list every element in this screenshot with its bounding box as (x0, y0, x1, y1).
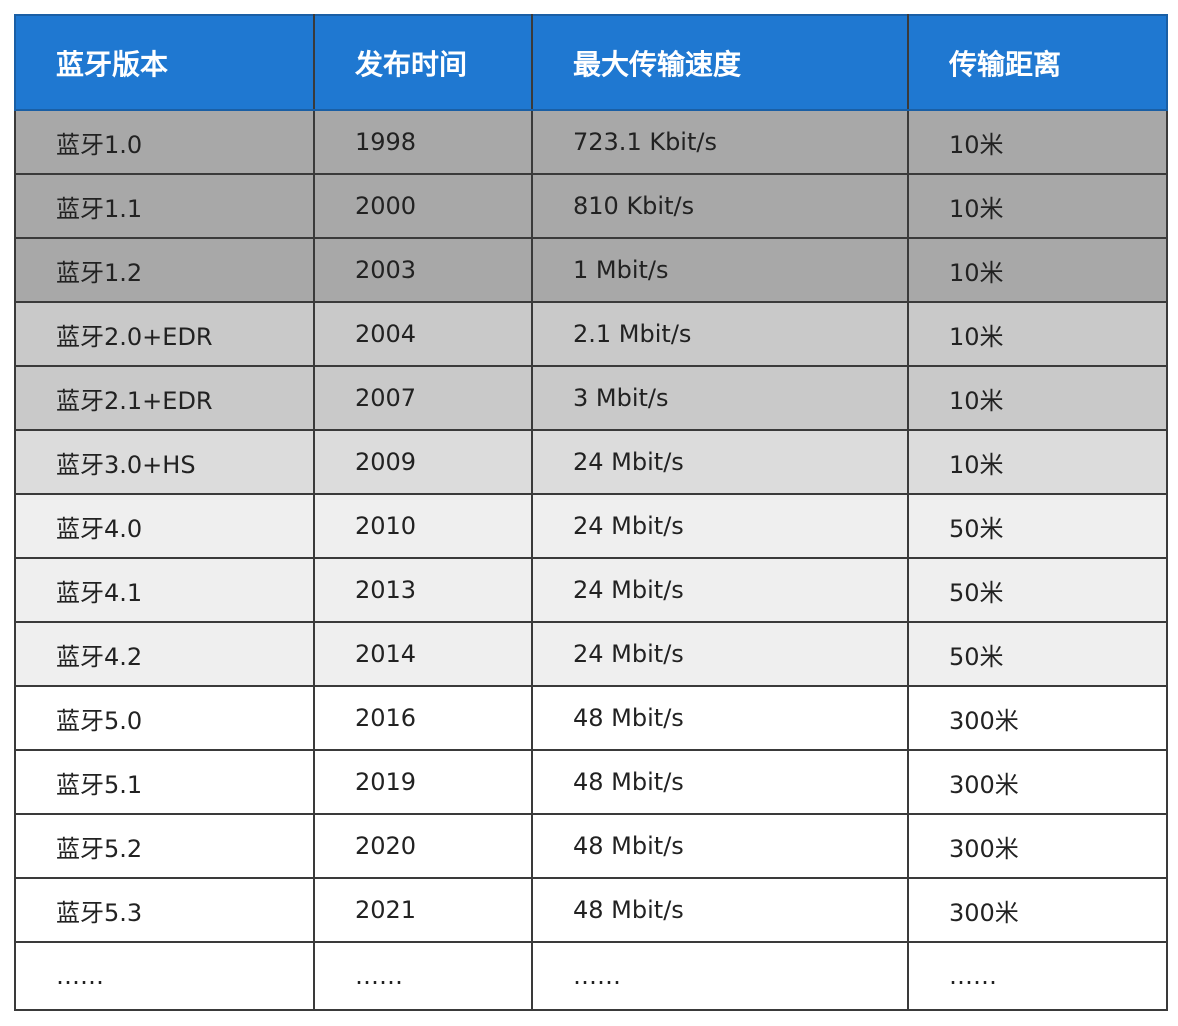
table-cell: 2009 (313, 429, 533, 495)
table-cell: 10米 (907, 173, 1168, 239)
table-cell: 10米 (907, 429, 1168, 495)
table-row: 蓝牙4.2 2014 24 Mbit/s 50米 (14, 621, 1168, 687)
table-header: 蓝牙版本 发布时间 最大传输速度 传输距离 (14, 14, 1168, 111)
table-cell: 723.1 Kbit/s (531, 109, 909, 175)
table-cell: 2016 (313, 685, 533, 751)
table-row: 蓝牙5.0 2016 48 Mbit/s 300米 (14, 685, 1168, 751)
table-cell: 蓝牙4.0 (14, 493, 315, 559)
header-cell: 传输距离 (907, 14, 1168, 111)
table-cell: 48 Mbit/s (531, 877, 909, 943)
table-cell: 2000 (313, 173, 533, 239)
table-row: 蓝牙4.0 2010 24 Mbit/s 50米 (14, 493, 1168, 559)
table-cell: 24 Mbit/s (531, 429, 909, 495)
table-cell: 48 Mbit/s (531, 749, 909, 815)
header-cell: 蓝牙版本 (14, 14, 315, 111)
table-cell: 50米 (907, 493, 1168, 559)
table-cell: 蓝牙2.1+EDR (14, 365, 315, 431)
table-row: 蓝牙5.2 2020 48 Mbit/s 300米 (14, 813, 1168, 879)
table-cell: 2014 (313, 621, 533, 687)
table-cell: 蓝牙1.2 (14, 237, 315, 303)
table-cell: 50米 (907, 621, 1168, 687)
table-cell: 3 Mbit/s (531, 365, 909, 431)
table-row: 蓝牙1.0 1998 723.1 Kbit/s 10米 (14, 109, 1168, 175)
table-row: 蓝牙5.3 2021 48 Mbit/s 300米 (14, 877, 1168, 943)
table-cell: 48 Mbit/s (531, 685, 909, 751)
table-cell: 300米 (907, 749, 1168, 815)
table-cell: 蓝牙4.1 (14, 557, 315, 623)
table-row: 蓝牙5.1 2019 48 Mbit/s 300米 (14, 749, 1168, 815)
table-row: 蓝牙1.2 2003 1 Mbit/s 10米 (14, 237, 1168, 303)
table-cell: 24 Mbit/s (531, 557, 909, 623)
table-cell: 10米 (907, 301, 1168, 367)
table-cell: 2019 (313, 749, 533, 815)
table-cell: 蓝牙5.2 (14, 813, 315, 879)
table-cell: 蓝牙4.2 (14, 621, 315, 687)
table-row: 蓝牙1.1 2000 810 Kbit/s 10米 (14, 173, 1168, 239)
table-cell: 24 Mbit/s (531, 621, 909, 687)
table-cell: 2.1 Mbit/s (531, 301, 909, 367)
table-cell: 2010 (313, 493, 533, 559)
table-cell: 2003 (313, 237, 533, 303)
table-cell: 2004 (313, 301, 533, 367)
table-body: 蓝牙1.0 1998 723.1 Kbit/s 10米 蓝牙1.1 2000 810 Kbi… (14, 109, 1168, 1011)
table-cell: 300米 (907, 813, 1168, 879)
table-cell: 蓝牙5.3 (14, 877, 315, 943)
header-cell: 发布时间 (313, 14, 533, 111)
table-cell: 蓝牙1.1 (14, 173, 315, 239)
table-row: 蓝牙4.1 2013 24 Mbit/s 50米 (14, 557, 1168, 623)
table-cell: …… (531, 941, 909, 1011)
table-cell: 蓝牙3.0+HS (14, 429, 315, 495)
table-cell: 2020 (313, 813, 533, 879)
table-row: 蓝牙3.0+HS 2009 24 Mbit/s 10米 (14, 429, 1168, 495)
table-cell: 蓝牙1.0 (14, 109, 315, 175)
table-container: 蓝牙版本 发布时间 最大传输速度 传输距离 蓝牙1.0 1998 723.1 Kbit/s… (14, 14, 1168, 1011)
table-cell: 2021 (313, 877, 533, 943)
table-cell: 10米 (907, 109, 1168, 175)
table-cell: 10米 (907, 237, 1168, 303)
table-cell: 810 Kbit/s (531, 173, 909, 239)
table-cell: 蓝牙5.0 (14, 685, 315, 751)
table-row: 蓝牙2.0+EDR 2004 2.1 Mbit/s 10米 (14, 301, 1168, 367)
table-cell: 300米 (907, 685, 1168, 751)
table-cell: 2013 (313, 557, 533, 623)
table-cell: 48 Mbit/s (531, 813, 909, 879)
table-cell: 1 Mbit/s (531, 237, 909, 303)
table-row: 蓝牙2.1+EDR 2007 3 Mbit/s 10米 (14, 365, 1168, 431)
table-row: …………………… (14, 941, 1168, 1011)
table-cell: 蓝牙5.1 (14, 749, 315, 815)
bluetooth-table: 蓝牙版本 发布时间 最大传输速度 传输距离 蓝牙1.0 1998 723.1 Kbit/s… (14, 14, 1168, 1011)
table-cell: 24 Mbit/s (531, 493, 909, 559)
header-row: 蓝牙版本 发布时间 最大传输速度 传输距离 (14, 14, 1168, 111)
table-cell: 2007 (313, 365, 533, 431)
table-cell: …… (907, 941, 1168, 1011)
table-cell: 1998 (313, 109, 533, 175)
header-cell: 最大传输速度 (531, 14, 909, 111)
table-cell: …… (14, 941, 315, 1011)
table-cell: 蓝牙2.0+EDR (14, 301, 315, 367)
table-cell: 50米 (907, 557, 1168, 623)
table-cell: 300米 (907, 877, 1168, 943)
table-cell: 10米 (907, 365, 1168, 431)
table-cell: …… (313, 941, 533, 1011)
